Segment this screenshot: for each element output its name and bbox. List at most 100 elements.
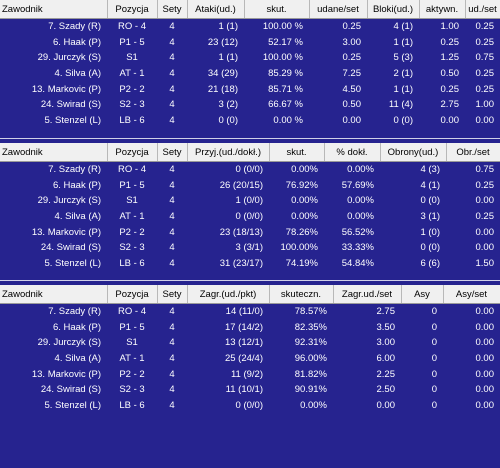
table-row[interactable]: 7. Szady (R) RO - 4 4 1 (1) 100.00 % 0.2…	[0, 19, 500, 35]
table-row[interactable]: 29. Jurczyk (S) S1 4 13 (12/1) 92.31% 3.…	[0, 335, 500, 351]
table-row[interactable]: 5. Stenzel (L) LB - 6 4 0 (0/0) 0.00% 0.…	[0, 398, 500, 414]
attacks: 0 (0)	[218, 114, 238, 126]
position: S1	[126, 337, 138, 349]
column-header-aces[interactable]: Asy	[401, 285, 444, 304]
player-name: 5. Stenzel (L)	[44, 114, 102, 126]
reception-stats-panel: Zawodnik Pozycja Sety Przyj.(ud./dokł.) …	[0, 143, 500, 271]
serves: 13 (12/1)	[224, 337, 263, 349]
attacks-per-set: 4.50	[342, 83, 362, 95]
column-header-sets[interactable]: Sety	[157, 0, 188, 19]
column-header-serves-per-set[interactable]: Zagr.ud./set	[333, 285, 402, 304]
reception-accuracy: 56.52%	[341, 226, 374, 238]
digs: 4 (1)	[420, 179, 440, 191]
table-row[interactable]: 4. Silva (A) AT - 1 4 25 (24/4) 96.00% 6…	[0, 351, 500, 367]
column-header-attacks-per-set[interactable]: udane/set	[309, 0, 368, 19]
table-row[interactable]: 24. Swirad (S) S2 - 3 4 3 (3/1) 100.00% …	[0, 240, 500, 256]
column-header-player[interactable]: Zawodnik	[0, 143, 108, 162]
position: RO - 4	[118, 306, 146, 318]
player-name: 29. Jurczyk (S)	[37, 337, 101, 349]
reception-efficiency: 100.00%	[280, 242, 318, 254]
column-header-serve-efficiency[interactable]: skuteczn.	[269, 285, 334, 304]
sets: 4	[169, 195, 175, 207]
table-row[interactable]: 7. Szady (R) RO - 4 4 14 (11/0) 78.57% 2…	[0, 304, 500, 320]
table-row[interactable]: 29. Jurczyk (S) S1 4 1 (1) 100.00 % 0.25…	[0, 50, 500, 66]
table-row[interactable]: 13. Markovic (P) P2 - 2 4 21 (18) 85.71 …	[0, 81, 500, 97]
sets: 4	[169, 83, 175, 95]
column-header-reception-accuracy[interactable]: % dokł.	[324, 143, 381, 162]
attacks: 34 (29)	[207, 68, 238, 80]
table-row[interactable]: 6. Haak (P) P1 - 5 4 26 (20/15) 76.92% 5…	[0, 178, 500, 194]
table-row[interactable]: 24. Swirad (S) S2 - 3 4 3 (2) 66.67 % 0.…	[0, 97, 500, 113]
position: P1 - 5	[119, 179, 145, 191]
aces-per-set: 0.00	[475, 337, 495, 349]
attack-efficiency: 85.71 %	[268, 83, 303, 95]
reception-efficiency: 0.00%	[291, 195, 318, 207]
column-header-position[interactable]: Pozycja	[107, 285, 158, 304]
table-row[interactable]: 24. Swirad (S) S2 - 3 4 11 (10/1) 90.91%…	[0, 382, 500, 398]
column-header-position[interactable]: Pozycja	[107, 0, 158, 19]
aces-per-set: 0.00	[475, 321, 495, 333]
reception-accuracy: 54.84%	[341, 257, 374, 269]
receptions: 31 (23/17)	[219, 257, 263, 269]
reception-accuracy: 0.00%	[347, 164, 374, 176]
activity: 1.00	[440, 21, 460, 33]
serve-stats-panel: Zawodnik Pozycja Sety Zagr.(ud./pkt) sku…	[0, 285, 500, 413]
column-header-activity[interactable]: aktywn.	[419, 0, 466, 19]
column-header-receptions[interactable]: Przyj.(ud./dokł.)	[187, 143, 270, 162]
serve-efficiency: 81.82%	[294, 368, 327, 380]
reception-accuracy: 0.00%	[347, 211, 374, 223]
player-name: 6. Haak (P)	[52, 36, 101, 48]
table-row[interactable]: 5. Stenzel (L) LB - 6 4 0 (0) 0.00 % 0.0…	[0, 113, 500, 129]
table-row[interactable]: 13. Markovic (P) P2 - 2 4 11 (9/2) 81.82…	[0, 366, 500, 382]
digs: 4 (3)	[420, 164, 440, 176]
serve-efficiency: 78.57%	[294, 306, 327, 318]
column-header-sets[interactable]: Sety	[157, 285, 188, 304]
player-name: 5. Stenzel (L)	[44, 399, 102, 411]
column-header-attacks[interactable]: Ataki(ud.)	[187, 0, 245, 19]
table-row[interactable]: 6. Haak (P) P1 - 5 4 17 (14/2) 82.35% 3.…	[0, 320, 500, 336]
table-row[interactable]: 5. Stenzel (L) LB - 6 4 31 (23/17) 74.19…	[0, 256, 500, 272]
column-header-serves[interactable]: Zagr.(ud./pkt)	[187, 285, 270, 304]
column-header-position[interactable]: Pozycja	[107, 143, 158, 162]
aces-per-set: 0.00	[475, 368, 495, 380]
table-row[interactable]: 4. Silva (A) AT - 1 4 34 (29) 85.29 % 7.…	[0, 66, 500, 82]
sets: 4	[169, 21, 175, 33]
reception-stats-table: Zawodnik Pozycja Sety Przyj.(ud./dokł.) …	[0, 143, 500, 271]
column-header-reception-efficiency[interactable]: skut.	[269, 143, 325, 162]
column-header-digs-per-set[interactable]: Obr./set	[446, 143, 500, 162]
column-header-attack-efficiency[interactable]: skut.	[244, 0, 310, 19]
serves-per-set: 2.75	[376, 306, 396, 318]
position: S2 - 3	[119, 99, 145, 111]
attacks: 1 (1)	[218, 21, 238, 33]
column-header-player[interactable]: Zawodnik	[0, 0, 108, 19]
position: P1 - 5	[119, 321, 145, 333]
sets: 4	[169, 306, 175, 318]
blocks: 4 (1)	[393, 21, 413, 33]
receptions: 0 (0/0)	[235, 164, 263, 176]
column-header-sets[interactable]: Sety	[157, 143, 188, 162]
blocks: 2 (1)	[393, 68, 413, 80]
column-header-player[interactable]: Zawodnik	[0, 285, 108, 304]
column-header-aces-per-set[interactable]: Asy/set	[443, 285, 500, 304]
table-row[interactable]: 13. Markovic (P) P2 - 2 4 23 (18/13) 78.…	[0, 224, 500, 240]
serves: 0 (0/0)	[235, 399, 263, 411]
player-name: 24. Swirad (S)	[40, 242, 101, 254]
position: P2 - 2	[119, 83, 145, 95]
aces: 0	[431, 368, 437, 380]
table-row[interactable]: 6. Haak (P) P1 - 5 4 23 (12) 52.17 % 3.0…	[0, 35, 500, 51]
column-header-blocks[interactable]: Bloki(ud.)	[367, 0, 420, 19]
blocks: 11 (4)	[388, 99, 413, 111]
serves: 11 (10/1)	[225, 384, 263, 396]
table-row[interactable]: 29. Jurczyk (S) S1 4 1 (0/0) 0.00% 0.00%…	[0, 193, 500, 209]
player-name: 29. Jurczyk (S)	[37, 195, 101, 207]
sets: 4	[169, 68, 175, 80]
sets: 4	[169, 384, 175, 396]
attacks-per-set: 7.25	[342, 68, 362, 80]
attacks-per-set: 0.25	[342, 21, 362, 33]
table-row[interactable]: 4. Silva (A) AT - 1 4 0 (0/0) 0.00% 0.00…	[0, 209, 500, 225]
column-header-digs[interactable]: Obrony(ud.)	[380, 143, 447, 162]
column-header-blocks-per-set[interactable]: ud./set	[465, 0, 500, 19]
aces: 0	[431, 353, 437, 365]
serves-per-set: 2.50	[376, 384, 396, 396]
table-row[interactable]: 7. Szady (R) RO - 4 4 0 (0/0) 0.00% 0.00…	[0, 162, 500, 178]
